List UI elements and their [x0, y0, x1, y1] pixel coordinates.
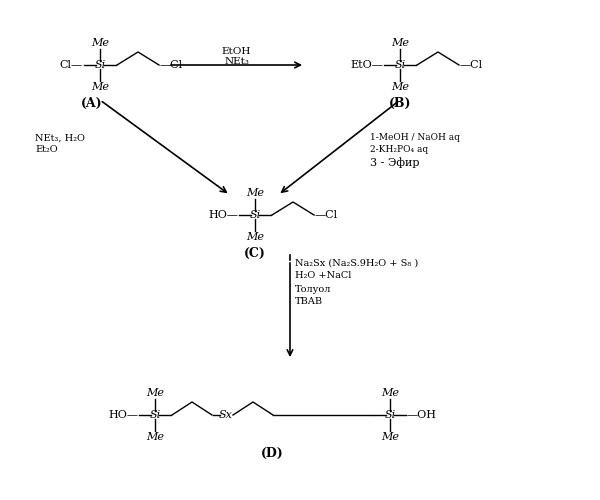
Text: HO—: HO— [108, 410, 138, 420]
Text: Si: Si [94, 60, 106, 70]
Text: Si: Si [149, 410, 161, 420]
Text: Si: Si [394, 60, 406, 70]
Text: 3 - Эфир: 3 - Эфир [370, 158, 419, 168]
Text: 2-KH₂PO₄ aq: 2-KH₂PO₄ aq [370, 146, 428, 154]
Text: Me: Me [91, 82, 109, 92]
Text: (B): (B) [389, 97, 411, 110]
Text: Me: Me [246, 232, 264, 242]
Text: Sx: Sx [219, 410, 233, 420]
Text: HO—: HO— [208, 210, 238, 220]
Text: —Cl: —Cl [315, 210, 338, 220]
Text: Si: Si [385, 410, 395, 420]
Text: 1-MeOH / NaOH aq: 1-MeOH / NaOH aq [370, 134, 460, 142]
Text: Na₂Sx (Na₂S.9H₂O + S₈ ): Na₂Sx (Na₂S.9H₂O + S₈ ) [295, 258, 418, 268]
Text: Et₂O: Et₂O [35, 146, 58, 154]
Text: Me: Me [381, 388, 399, 398]
Text: Толуол: Толуол [295, 284, 331, 294]
Text: (A): (A) [81, 97, 103, 110]
Text: Me: Me [146, 432, 164, 442]
Text: TBAB: TBAB [295, 298, 323, 306]
Text: EtOH: EtOH [222, 46, 251, 56]
Text: Me: Me [391, 38, 409, 48]
Text: Me: Me [246, 188, 264, 198]
Text: —Cl: —Cl [460, 60, 483, 70]
Text: Me: Me [91, 38, 109, 48]
Text: NEt₃: NEt₃ [224, 58, 249, 66]
Text: Si: Si [250, 210, 260, 220]
Text: NEt₃, H₂O: NEt₃, H₂O [35, 134, 85, 142]
Text: —OH: —OH [407, 410, 437, 420]
Text: —Cl: —Cl [160, 60, 183, 70]
Text: Me: Me [146, 388, 164, 398]
Text: Me: Me [391, 82, 409, 92]
Text: EtO—: EtO— [350, 60, 383, 70]
Text: H₂O +NaCl: H₂O +NaCl [295, 272, 352, 280]
Text: Me: Me [381, 432, 399, 442]
Text: (D): (D) [261, 447, 284, 460]
Text: Cl—: Cl— [60, 60, 83, 70]
Text: (C): (C) [244, 247, 266, 260]
